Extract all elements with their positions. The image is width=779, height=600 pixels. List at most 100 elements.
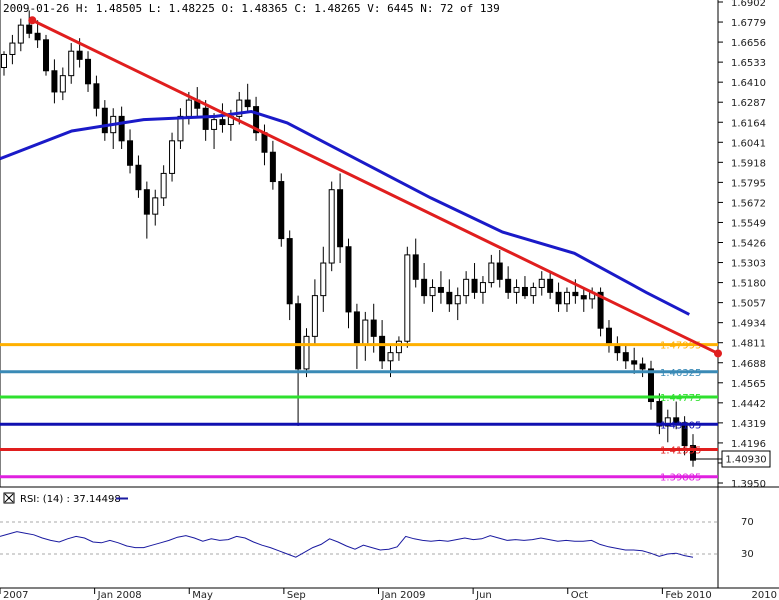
candle-body xyxy=(412,254,419,280)
y-tick-label: 1.6656 xyxy=(731,38,766,49)
candle-body xyxy=(681,422,688,447)
candle-body xyxy=(26,24,33,34)
candle-body xyxy=(345,246,352,313)
candle-body xyxy=(253,106,260,134)
y-tick-label: 1.4688 xyxy=(731,359,766,370)
candle-body xyxy=(404,254,411,342)
candle-body xyxy=(353,311,360,346)
rsi-close-icon-stroke-b xyxy=(4,493,14,503)
y-tick-label: 1.5057 xyxy=(731,299,766,310)
y-tick-label: 1.6164 xyxy=(731,118,766,129)
candle-body xyxy=(631,360,638,365)
x-tick-label: Jun xyxy=(475,590,492,600)
y-tick-label: 1.4934 xyxy=(731,319,766,330)
y-tick-label: 1.5180 xyxy=(731,279,766,290)
candle-body xyxy=(429,286,436,297)
candle-body xyxy=(101,107,108,134)
candle-body xyxy=(639,363,646,370)
candle-body xyxy=(647,368,654,403)
candle-body xyxy=(563,291,570,305)
candle-body xyxy=(177,115,184,142)
level-label: 1.43105 xyxy=(660,420,701,431)
candle-body xyxy=(311,295,318,337)
candle-body xyxy=(622,352,629,362)
candle-body xyxy=(219,119,226,126)
current-price-box xyxy=(721,450,771,468)
y-tick-label: 1.4196 xyxy=(731,439,766,450)
candle-body xyxy=(690,445,696,461)
candle-body xyxy=(135,164,142,191)
candle-body xyxy=(454,295,461,305)
candle-body xyxy=(421,278,428,297)
trendline-start-handle[interactable] xyxy=(28,16,37,25)
candle-body xyxy=(185,99,192,117)
candle-body xyxy=(479,282,486,293)
candle-body xyxy=(555,291,562,305)
ohlc-header: 2009-01-26 H: 1.48505 L: 1.48225 O: 1.48… xyxy=(3,2,500,15)
rsi-level-30-label: 30 xyxy=(741,549,754,560)
candle-body xyxy=(395,340,402,354)
candle-body xyxy=(387,352,394,362)
candle-body xyxy=(362,319,369,346)
x-tick-label: 2010 xyxy=(752,590,777,600)
candle-body xyxy=(43,39,50,72)
candle-body xyxy=(152,197,159,215)
level-label: 1.47995 xyxy=(660,341,701,352)
candle-body xyxy=(59,75,66,93)
rsi-panel: RSI: (14) : 37.14498 70 30 xyxy=(0,492,754,560)
rsi-label: RSI: (14) : 37.14498 xyxy=(20,494,121,505)
x-tick-label: Sep xyxy=(287,590,306,600)
y-tick-label: 1.3950 xyxy=(731,479,766,490)
y-axis-ticks: 1.6902 1.6779 1.6656 1.6533 1.6410 1.6287 1.61… xyxy=(718,0,766,490)
y-tick-label: 1.4442 xyxy=(731,399,766,410)
x-tick-label: May xyxy=(192,590,213,600)
x-tick-label: Jan 2009 xyxy=(381,590,426,600)
y-tick-label: 1.6287 xyxy=(731,98,766,109)
rsi-level-70-label: 70 xyxy=(741,517,754,528)
candle-body xyxy=(143,189,150,215)
candle-body xyxy=(160,172,167,199)
x-tick-label: 2007 xyxy=(3,590,28,600)
y-tick-label: 1.6779 xyxy=(731,18,766,29)
y-tick-label: 1.4811 xyxy=(731,339,766,350)
y-tick-label: 1.6410 xyxy=(731,78,766,89)
candle-body xyxy=(9,42,16,55)
candle-body xyxy=(328,189,335,264)
y-tick-label: 1.5672 xyxy=(731,198,766,209)
y-tick-label: 1.5549 xyxy=(731,218,766,229)
candle-body xyxy=(379,335,386,362)
candle-body xyxy=(446,291,453,305)
candle-body xyxy=(76,50,83,60)
candle-body xyxy=(463,278,470,297)
level-label: 1.39885 xyxy=(660,473,701,484)
y-tick-label: 1.6902 xyxy=(731,0,766,9)
candle-body xyxy=(337,189,344,248)
candle-body xyxy=(673,417,680,424)
candle-body xyxy=(286,238,293,305)
candle-body xyxy=(597,291,604,329)
candle-body xyxy=(127,140,134,166)
level-label: 1.41555 xyxy=(660,446,701,457)
trendline-end-handle[interactable] xyxy=(714,349,722,358)
candlestick-series xyxy=(1,10,696,467)
moving-average-line xyxy=(0,109,690,316)
trendline-group xyxy=(28,16,722,358)
candle-body xyxy=(211,119,218,130)
rsi-line xyxy=(0,531,694,558)
current-price-marker: 1.40930 xyxy=(690,450,771,468)
candle-body xyxy=(34,32,41,41)
candle-body xyxy=(269,151,276,183)
candle-body xyxy=(202,107,209,130)
candle-body xyxy=(261,132,268,153)
candle-body xyxy=(580,295,587,300)
candle-body xyxy=(521,286,528,297)
candle-body xyxy=(303,335,310,370)
y-tick-label: 1.5918 xyxy=(731,158,766,169)
x-tick-label: Oct xyxy=(571,590,588,600)
y-tick-label: 1.5303 xyxy=(731,259,766,270)
candle-body xyxy=(51,70,58,93)
candle-body xyxy=(656,401,663,427)
trendline[interactable] xyxy=(31,18,719,355)
candle-body xyxy=(572,291,579,297)
